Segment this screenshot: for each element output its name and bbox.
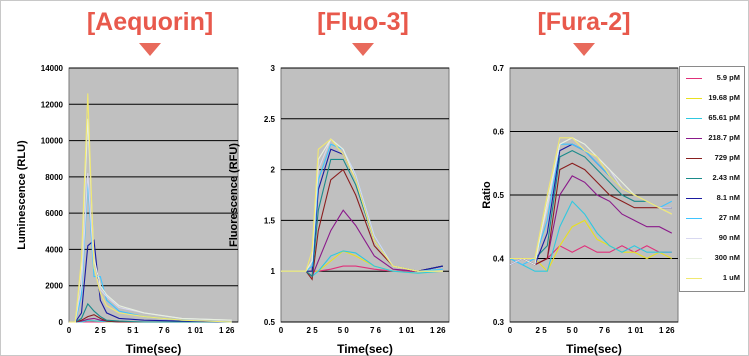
x-tick-label: 1 26 <box>219 326 235 335</box>
legend-swatch <box>686 258 702 259</box>
y-tick-label: 3 <box>271 64 276 73</box>
x-tick-label: 1 26 <box>659 326 675 335</box>
legend-item: 19.68 pM <box>680 89 744 109</box>
y-tick-label: 6000 <box>45 209 63 218</box>
chart-legend: 5.9 pM 19.68 pM 65.61 pM 218.7 pM 729 pM 2.43… <box>679 66 745 292</box>
down-arrow-icon <box>139 43 161 56</box>
y-axis-label: Luminescence (RLU) <box>16 140 28 250</box>
plot-background <box>280 67 450 323</box>
legend-label: 218.7 pM <box>708 133 740 142</box>
legend-swatch <box>686 238 702 239</box>
y-tick-label: 0.5 <box>493 191 505 200</box>
x-tick-label: 2 5 <box>536 326 548 335</box>
y-tick-label: 14000 <box>41 64 64 73</box>
legend-label: 1 uM <box>722 273 740 282</box>
legend-item: 218.7 pM <box>680 129 744 149</box>
x-tick-label: 1 01 <box>188 326 204 335</box>
x-tick-label: 5 0 <box>338 326 350 335</box>
x-tick-label: 1 01 <box>399 326 415 335</box>
y-tick-label: 0 <box>59 318 64 327</box>
series-line <box>510 137 673 260</box>
x-axis-label: Time(sec) <box>337 342 393 356</box>
x-tick-label: 1 01 <box>628 326 644 335</box>
legend-label: 19.68 pM <box>708 93 740 102</box>
legend-label: 27 nM <box>718 213 740 222</box>
legend-item: 5.9 pM <box>680 69 744 89</box>
x-tick-label: 1 26 <box>430 326 446 335</box>
x-tick-label: 0 <box>508 326 513 335</box>
y-tick-label: 2 <box>271 166 276 175</box>
panel-title-aequorin: [Aequorin] <box>86 8 214 36</box>
legend-label: 8.1 nM <box>716 193 740 202</box>
legend-swatch <box>686 278 702 279</box>
x-tick-label: 0 <box>67 326 72 335</box>
legend-swatch <box>686 158 702 159</box>
legend-swatch <box>686 178 702 179</box>
x-tick-label: 7 6 <box>599 326 611 335</box>
legend-swatch <box>686 138 702 139</box>
y-tick-label: 0.7 <box>493 64 505 73</box>
legend-swatch <box>686 198 702 199</box>
y-tick-label: 0.5 <box>264 318 276 327</box>
panel-title-fluo3: [Fluo-3] <box>317 8 409 36</box>
x-tick-label: 5 1 <box>127 326 139 335</box>
y-tick-label: 0.4 <box>493 255 505 264</box>
series-line <box>69 93 232 323</box>
legend-label: 729 pM <box>714 153 740 162</box>
legend-item: 90 nM <box>680 229 744 249</box>
y-tick-label: 2.5 <box>264 115 276 124</box>
y-tick-label: 12000 <box>41 100 64 109</box>
y-tick-label: 2000 <box>45 282 63 291</box>
legend-item: 8.1 nM <box>680 189 744 209</box>
x-axis-label: Time(sec) <box>566 342 622 356</box>
x-tick-label: 7 6 <box>159 326 171 335</box>
y-tick-label: 0.6 <box>493 128 505 137</box>
legend-label: 90 nM <box>718 233 740 242</box>
legend-label: 300 nM <box>714 253 740 262</box>
x-tick-label: 7 6 <box>370 326 382 335</box>
down-arrow-icon <box>352 43 374 56</box>
x-tick-label: 0 <box>279 326 284 335</box>
y-tick-label: 1.5 <box>264 216 276 225</box>
y-tick-label: 1 <box>271 267 276 276</box>
legend-swatch <box>686 218 702 219</box>
x-tick-label: 2 5 <box>95 326 107 335</box>
y-axis-label: Fluorescence (RFU) <box>228 143 240 247</box>
legend-item: 729 pM <box>680 149 744 169</box>
legend-swatch <box>686 98 702 99</box>
series-line <box>69 302 232 323</box>
panel-title-fura2: [Fura-2] <box>537 8 631 36</box>
series-line <box>69 239 232 323</box>
series-line <box>281 138 443 272</box>
plot-background <box>68 67 239 323</box>
y-tick-label: 0.3 <box>493 318 505 327</box>
legend-item: 1 uM <box>680 269 744 289</box>
series-line <box>69 118 232 323</box>
legend-item: 2.43 nM <box>680 169 744 189</box>
x-axis-label: Time(sec) <box>126 342 182 356</box>
y-tick-label: 10000 <box>41 137 64 146</box>
legend-item: 300 nM <box>680 249 744 269</box>
legend-item: 65.61 pM <box>680 109 744 129</box>
y-tick-label: 4000 <box>45 245 63 254</box>
x-tick-label: 5 0 <box>567 326 579 335</box>
legend-item: 27 nM <box>680 209 744 229</box>
x-tick-label: 2 5 <box>307 326 319 335</box>
series-line <box>509 200 672 272</box>
down-arrow-icon <box>573 43 595 56</box>
legend-label: 65.61 pM <box>708 113 740 122</box>
y-axis-label: Ratio <box>481 181 493 209</box>
legend-swatch <box>686 78 702 79</box>
y-tick-label: 8000 <box>45 173 63 182</box>
series-line <box>510 162 672 266</box>
legend-swatch <box>686 118 702 119</box>
legend-label: 5.9 pM <box>716 73 740 82</box>
legend-label: 2.43 nM <box>712 173 740 182</box>
